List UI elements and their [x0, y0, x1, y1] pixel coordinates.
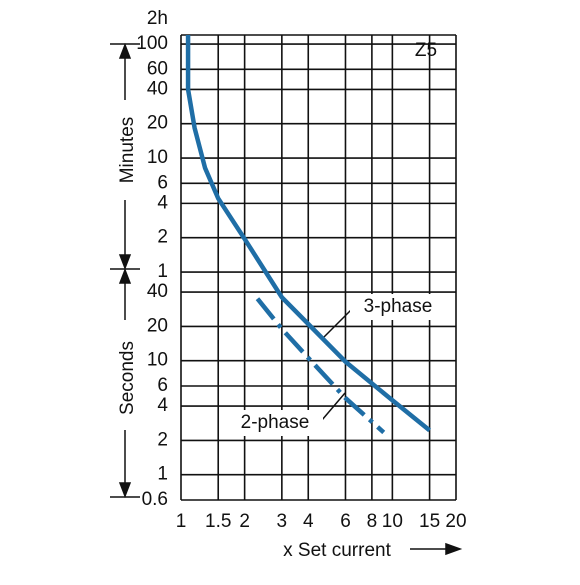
y-tick-label: 40 [147, 281, 168, 302]
y-tick-label: 4 [157, 192, 168, 213]
y-tick-label: 10 [147, 350, 168, 371]
y-tick-label: 1 [157, 464, 168, 485]
series-label: 2-phase [241, 412, 310, 433]
x-tick-label: 10 [382, 511, 403, 532]
y-tick-label: 6 [157, 375, 168, 396]
x-tick-label: 1 [176, 511, 187, 532]
curve [255, 297, 386, 435]
minutes-label: Minutes [117, 117, 138, 184]
x-tick-label: 8 [367, 511, 378, 532]
x-tick-label: 1.5 [205, 511, 231, 532]
x-tick-label: 15 [419, 511, 440, 532]
y-tick-label: 2h [147, 8, 168, 29]
x-tick-label: 20 [445, 511, 466, 532]
seconds-label: Seconds [117, 341, 138, 415]
x-tick-label: 4 [303, 511, 314, 532]
y-tick-label: 40 [147, 78, 168, 99]
y-tick-label: 20 [147, 113, 168, 134]
y-tick-label: 100 [136, 33, 168, 54]
y-tick-label: 0.6 [142, 489, 168, 510]
y-tick-label: 4 [157, 395, 168, 416]
x-tick-label: 6 [340, 511, 351, 532]
y-tick-label: 6 [157, 172, 168, 193]
y-tick-label: 1 [157, 261, 168, 282]
x-tick-label: 2 [239, 511, 250, 532]
y-tick-label: 10 [147, 147, 168, 168]
series-label: 3-phase [364, 296, 433, 317]
x-tick-label: 3 [277, 511, 288, 532]
annotation: Z5 [415, 40, 437, 61]
curve [185, 35, 432, 433]
legend-bg [350, 294, 446, 320]
y-tick-label: 60 [147, 58, 168, 79]
y-tick-label: 2 [157, 429, 168, 450]
x-axis-label: x Set current [283, 540, 391, 561]
y-tick-label: 2 [157, 227, 168, 248]
legend-bg [227, 410, 323, 436]
y-tick-label: 20 [147, 315, 168, 336]
